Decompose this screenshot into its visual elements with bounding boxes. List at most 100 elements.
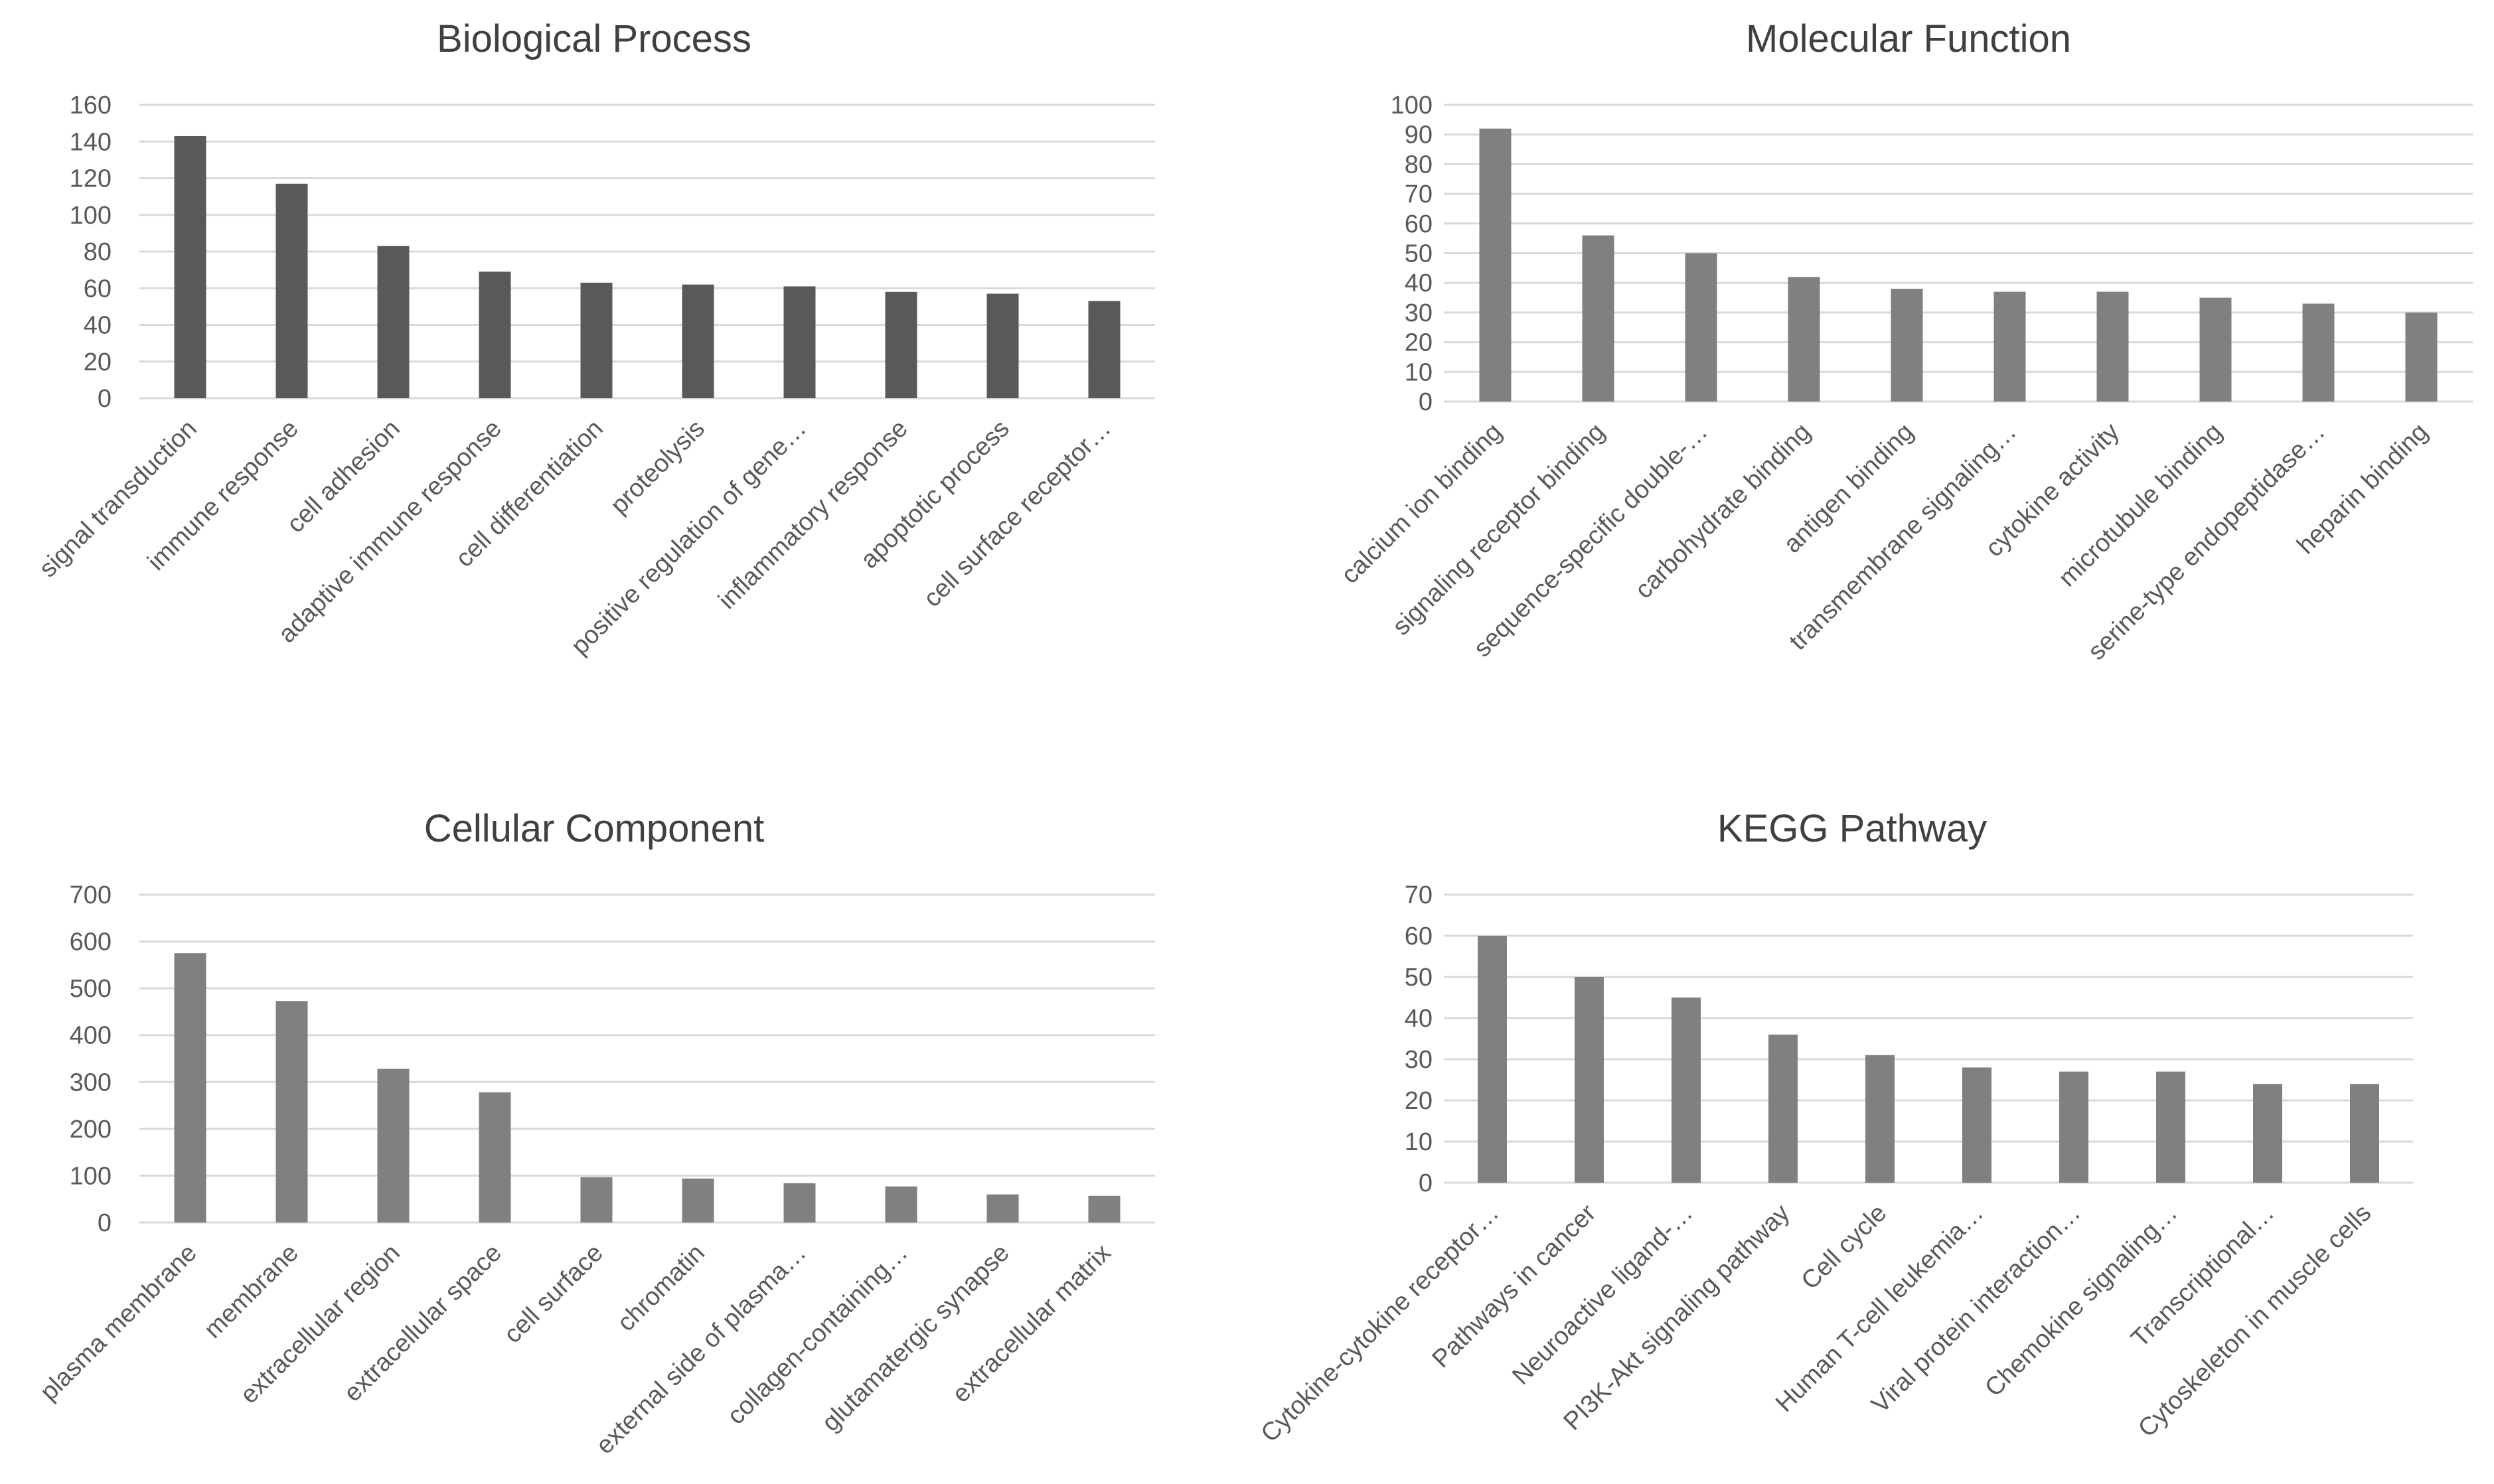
bar <box>2059 1071 2088 1183</box>
y-tick-label: 50 <box>1405 240 1433 268</box>
y-tick-label: 600 <box>70 928 112 956</box>
y-tick-label: 70 <box>1405 881 1433 909</box>
y-tick-label: 400 <box>70 1022 112 1050</box>
bar <box>1962 1067 1991 1183</box>
y-tick-label: 40 <box>84 312 112 340</box>
y-tick-label: 40 <box>1405 1005 1433 1033</box>
category-label: chromatin <box>612 1239 710 1337</box>
y-tick-label: 60 <box>1405 923 1433 950</box>
y-tick-label: 160 <box>70 92 112 119</box>
chart-title: Molecular Function <box>1746 17 2071 60</box>
bar <box>275 1001 308 1223</box>
bar <box>1479 128 1512 402</box>
bar <box>986 1194 1019 1223</box>
y-tick-label: 10 <box>1405 1128 1433 1156</box>
category-label: Neuroactive ligand-… <box>1507 1199 1698 1390</box>
chart-panel-2: Molecular Function 0102030405060708090100… <box>1336 17 2473 666</box>
bar <box>1575 977 1604 1183</box>
category-label: inflammatory response <box>713 415 913 615</box>
y-tick-label: 70 <box>1405 181 1433 208</box>
bar <box>174 953 206 1223</box>
category-label: Cell cycle <box>1796 1199 1893 1296</box>
bar <box>479 271 511 398</box>
category-label: Chemokine signaling… <box>1980 1199 2183 1402</box>
bar <box>986 293 1019 398</box>
y-tick-label: 60 <box>1405 210 1433 238</box>
y-tick-label: 50 <box>1405 964 1433 992</box>
y-tick-label: 20 <box>84 348 112 376</box>
category-label: cell surface <box>499 1239 609 1349</box>
bar <box>2156 1071 2185 1183</box>
category-label: Pathways in cancer <box>1427 1199 1602 1373</box>
chart-title: Cellular Component <box>424 807 765 850</box>
bar <box>2405 312 2438 402</box>
bar <box>1685 253 1717 402</box>
bar <box>1672 998 1701 1183</box>
chart-panel-1: Biological Process020406080100120140160s… <box>34 17 1155 660</box>
category-label: carbohydrate binding <box>1630 418 1816 605</box>
y-tick-label: 120 <box>70 165 112 193</box>
category-label: external side of plasma… <box>591 1239 812 1460</box>
bar <box>783 286 816 398</box>
bar <box>479 1092 511 1223</box>
bar <box>2350 1084 2379 1183</box>
chart-panel-3: Cellular Component 0 100 200 300 400 500 600 700… <box>35 807 1155 1460</box>
category-label: signaling receptor binding <box>1387 418 1610 641</box>
bar <box>682 1178 714 1223</box>
bar <box>2199 297 2232 402</box>
y-tick-label: 500 <box>70 975 112 1003</box>
y-tick-label: 90 <box>1405 121 1433 149</box>
y-tick-label: 700 <box>70 881 112 909</box>
bar <box>174 135 206 398</box>
y-tick-label: 30 <box>1405 299 1433 327</box>
bar <box>885 291 917 398</box>
y-tick-label: 200 <box>70 1116 112 1144</box>
chart-panel-4: KEGG Pathway010203040506070Cytokine-cyto… <box>1256 807 2413 1447</box>
y-tick-label: 0 <box>98 385 112 413</box>
bar <box>580 1177 613 1223</box>
y-tick-label: 100 <box>70 202 112 230</box>
y-tick-label: 140 <box>70 128 112 156</box>
y-tick-label: 80 <box>84 238 112 266</box>
y-tick-label: 300 <box>70 1069 112 1096</box>
bar <box>1768 1034 1798 1183</box>
category-label: plasma membrane <box>35 1239 202 1406</box>
y-tick-label: 30 <box>1405 1046 1433 1074</box>
category-label: proteolysis <box>605 415 710 520</box>
category-label: glutamatergic synapse <box>817 1239 1015 1438</box>
y-tick-label: 60 <box>84 275 112 303</box>
category-label: cell surface receptor… <box>918 415 1117 613</box>
category-label: collagen-containing… <box>722 1239 913 1430</box>
bar <box>1088 301 1121 398</box>
y-tick-label: 80 <box>1405 151 1433 179</box>
bar <box>1088 1195 1121 1223</box>
bar <box>377 246 410 398</box>
bar <box>377 1069 410 1223</box>
bar <box>2096 291 2129 402</box>
bar <box>580 282 613 398</box>
y-tick-label: 20 <box>1405 1087 1433 1115</box>
chart-title: Biological Process <box>437 17 751 60</box>
bar <box>275 183 308 398</box>
category-label: membrane <box>199 1239 304 1344</box>
bar <box>1993 291 2026 402</box>
y-tick-label: 100 <box>1391 92 1433 119</box>
y-tick-label: 40 <box>1405 269 1433 297</box>
chart-title: KEGG Pathway <box>1717 807 1987 850</box>
y-tick-label: 0 <box>98 1209 112 1237</box>
y-tick-label: 0 <box>1419 388 1433 416</box>
bar <box>682 284 714 398</box>
bar <box>1788 277 1820 402</box>
bar <box>885 1186 917 1223</box>
y-tick-label: 20 <box>1405 329 1433 357</box>
bar <box>2302 303 2335 402</box>
bar <box>783 1183 816 1223</box>
bar <box>1582 235 1614 402</box>
y-tick-label: 10 <box>1405 358 1433 386</box>
bar <box>1478 936 1507 1183</box>
y-tick-label: 100 <box>70 1162 112 1190</box>
bar <box>1865 1055 1895 1183</box>
bar <box>2253 1084 2282 1183</box>
bar <box>1891 289 1923 402</box>
